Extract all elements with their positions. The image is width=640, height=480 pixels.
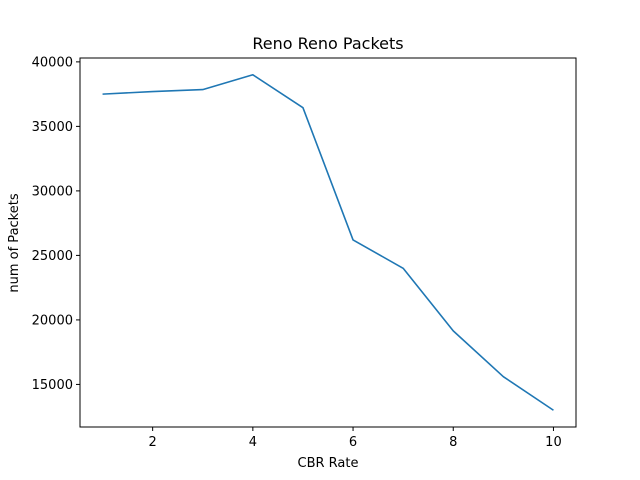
y-axis: 15000 20000 25000 30000 35000 40000: [32, 55, 80, 393]
y-tick-label: 25000: [32, 249, 73, 264]
y-axis-label: num of Packets: [7, 193, 22, 292]
y-tick-label: 40000: [32, 55, 73, 70]
x-tick-label: 2: [149, 435, 157, 450]
plot-area: [79, 57, 577, 428]
x-axis: 2 4 6 8 10: [149, 427, 562, 450]
series-line: [102, 73, 554, 411]
y-tick-label: 30000: [32, 184, 73, 199]
x-tick-label: 4: [249, 435, 257, 450]
x-tick-label: 10: [545, 435, 562, 450]
x-tick-label: 6: [349, 435, 357, 450]
chart-title: Reno Reno Packets: [252, 34, 403, 53]
y-tick-label: 20000: [32, 313, 73, 328]
x-axis-label: CBR Rate: [298, 456, 359, 471]
y-tick-label: 35000: [32, 120, 73, 135]
series-layer: [102, 73, 554, 411]
y-tick-label: 15000: [32, 378, 73, 393]
x-tick-label: 8: [449, 435, 457, 450]
